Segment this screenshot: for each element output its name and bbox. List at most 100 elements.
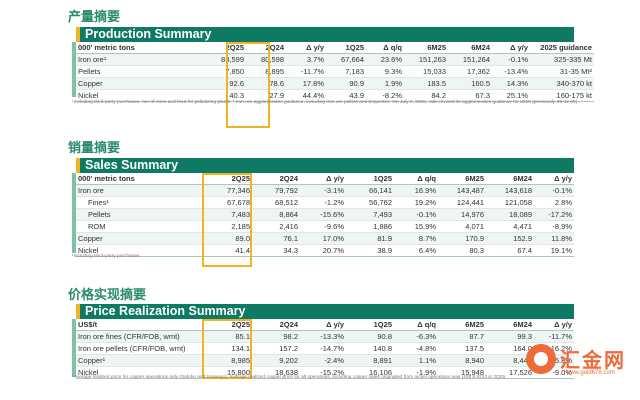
- table-cell: -2.4%: [300, 354, 346, 367]
- table-cell: 1.9%: [366, 77, 404, 90]
- column-header: 000' metric tons: [78, 174, 135, 183]
- table-cell: 38.9: [377, 246, 392, 255]
- table-cell: -9.6%: [324, 222, 344, 231]
- column-header: US$/t: [78, 320, 98, 329]
- column-header: Δ q/q: [383, 43, 402, 52]
- table-cell: 15,033: [423, 67, 446, 76]
- table-row: Copper 92.6 78.6 17.8% 90.9 1.9% 183.5 1…: [76, 77, 594, 90]
- table-cell: 98.2: [252, 330, 300, 343]
- table-cell: 79,792: [252, 184, 300, 197]
- table-cell: 25.1%: [506, 91, 528, 100]
- price-realization-table: Price Realization Summary US$/t 2Q25 2Q2…: [72, 304, 574, 379]
- table-cell: 157.2: [279, 344, 298, 353]
- table-cell: 77,346: [204, 184, 252, 197]
- column-header: 6M25: [465, 174, 484, 183]
- table-cell: 160.5: [448, 77, 492, 90]
- table-cell: 2.8%: [554, 198, 572, 207]
- table-cell: 2,185: [231, 222, 250, 231]
- table-cell: 16.9%: [394, 184, 438, 197]
- column-header: 1Q25: [373, 174, 392, 183]
- table-cell: 1,886: [373, 222, 392, 231]
- column-header: Δ y/y: [326, 174, 344, 183]
- table-cell: 325-335 Mt: [530, 53, 594, 66]
- table-cell: 56,762: [369, 198, 392, 207]
- table-cell: -15.6%: [300, 208, 346, 221]
- column-header: Δ y/y: [306, 43, 324, 52]
- row-label: Iron ore pellets (CFR/FOB, wmt): [78, 344, 186, 353]
- row-label: Nickel: [78, 368, 99, 377]
- table-cell: 7,850: [225, 67, 244, 76]
- prices-table: US$/t 2Q25 2Q24 Δ y/y 1Q25 Δ q/q 6M25 6M…: [76, 319, 574, 379]
- row-label: Copper: [76, 77, 204, 90]
- table-cell: -8.9%: [552, 222, 572, 231]
- table-cell: 137.5: [465, 344, 484, 353]
- table-cell: -1.2%: [324, 198, 344, 207]
- table-row: ROM 2,185 2,416 -9.6% 1,886 15.9% 4,071 …: [76, 220, 574, 233]
- column-header: 2Q25: [231, 320, 250, 329]
- table-cell: 14,976: [438, 208, 486, 221]
- column-header: Δ y/y: [554, 174, 572, 183]
- table-cell: 3.7%: [286, 53, 326, 66]
- table-cell: 67.4: [517, 246, 532, 255]
- table-cell: -4.8%: [416, 344, 436, 353]
- table-cell: 15.9%: [414, 222, 436, 231]
- table-row: Nickel 15,800 18,638 -15.2% 16,106 -1.9%…: [76, 366, 574, 379]
- column-header: 6M24: [513, 174, 532, 183]
- prices-header-bar: Price Realization Summary: [76, 304, 574, 319]
- table-cell: 16,106: [369, 368, 392, 377]
- table-cell: -17.2%: [534, 208, 574, 221]
- table-cell: 17.0%: [300, 232, 346, 245]
- production-cn-title: 产量摘要: [68, 10, 121, 25]
- table-cell: 67,664: [326, 53, 366, 66]
- table-cell: -14.7%: [320, 344, 344, 353]
- table-cell: 84.2: [431, 91, 446, 100]
- accent-bar: [72, 173, 76, 253]
- table-cell: 6.4%: [418, 246, 436, 255]
- table-cell: 8,895: [265, 67, 284, 76]
- table-row: Iron ore pellets (CFR/FOB, wmt) 134.1 15…: [76, 342, 574, 355]
- sales-table: 000' metric tons 2Q25 2Q24 Δ y/y 1Q25 Δ …: [76, 173, 574, 257]
- table-cell: -6.3%: [394, 330, 438, 343]
- production-summary-table: Production Summary 000' metric tons 2Q25…: [72, 27, 594, 128]
- prices-footnote: ¹Average realized price for copper opera…: [72, 375, 507, 380]
- row-label: Nickel: [78, 91, 99, 100]
- table-cell: 78.6: [246, 77, 286, 90]
- row-label: Copper: [76, 232, 204, 245]
- sales-header-bar: Sales Summary: [76, 158, 574, 173]
- column-header: 6M25: [427, 43, 446, 52]
- sales-header-row: 000' metric tons 2Q25 2Q24 Δ y/y 1Q25 Δ …: [76, 173, 574, 185]
- table-cell: 40.3: [229, 91, 244, 100]
- table-cell: 81.9: [346, 232, 394, 245]
- watermark-logo: 汇金网 www.gold678.com: [526, 338, 636, 388]
- production-footnote: ¹Including third-party purchases, run-of…: [72, 100, 579, 105]
- table-cell: 92.6: [204, 77, 246, 90]
- table-cell: 9,202: [252, 354, 300, 367]
- accent-bar: [72, 319, 76, 377]
- prices-cn-title: 价格实现摘要: [68, 288, 147, 303]
- table-cell: 90.9: [326, 77, 366, 90]
- table-cell: 19.2%: [414, 198, 436, 207]
- column-header: 6M24: [471, 43, 490, 52]
- table-cell: 4,471: [513, 222, 532, 231]
- column-header: Δ y/y: [554, 320, 572, 329]
- table-cell: 7,483: [204, 208, 252, 221]
- table-cell: 99.3: [486, 330, 534, 343]
- column-header: 2Q25: [231, 174, 250, 183]
- sales-summary-table: Sales Summary 000' metric tons 2Q25 2Q24…: [72, 158, 574, 267]
- table-cell: 87.7: [438, 330, 486, 343]
- table-cell: -9.0%: [552, 368, 572, 377]
- table-cell: 170.9: [438, 232, 486, 245]
- table-cell: -16.2%: [548, 344, 572, 353]
- table-cell: 124,441: [456, 198, 484, 207]
- table-cell: 85.1: [204, 330, 252, 343]
- table-cell: 17,362: [467, 67, 490, 76]
- table-cell: 151,264: [448, 53, 492, 66]
- table-cell: 152.9: [486, 232, 534, 245]
- table-row: Nickel 40.3 27.9 44.4% 43.9 -8.2% 84.2 6…: [76, 89, 594, 102]
- table-row: Pellets 7,850 8,895 -11.7% 7,183 9.3% 15…: [76, 65, 594, 78]
- table-cell: 8.7%: [394, 232, 438, 245]
- table-cell: 2,416: [279, 222, 298, 231]
- column-header: 6M25: [465, 320, 484, 329]
- table-row: Iron ore fines (CFR/FOB, wmt) 85.1 98.2 …: [76, 330, 574, 343]
- production-table: 000' metric tons 2Q25 2Q24 Δ y/y 1Q25 Δ …: [76, 42, 594, 102]
